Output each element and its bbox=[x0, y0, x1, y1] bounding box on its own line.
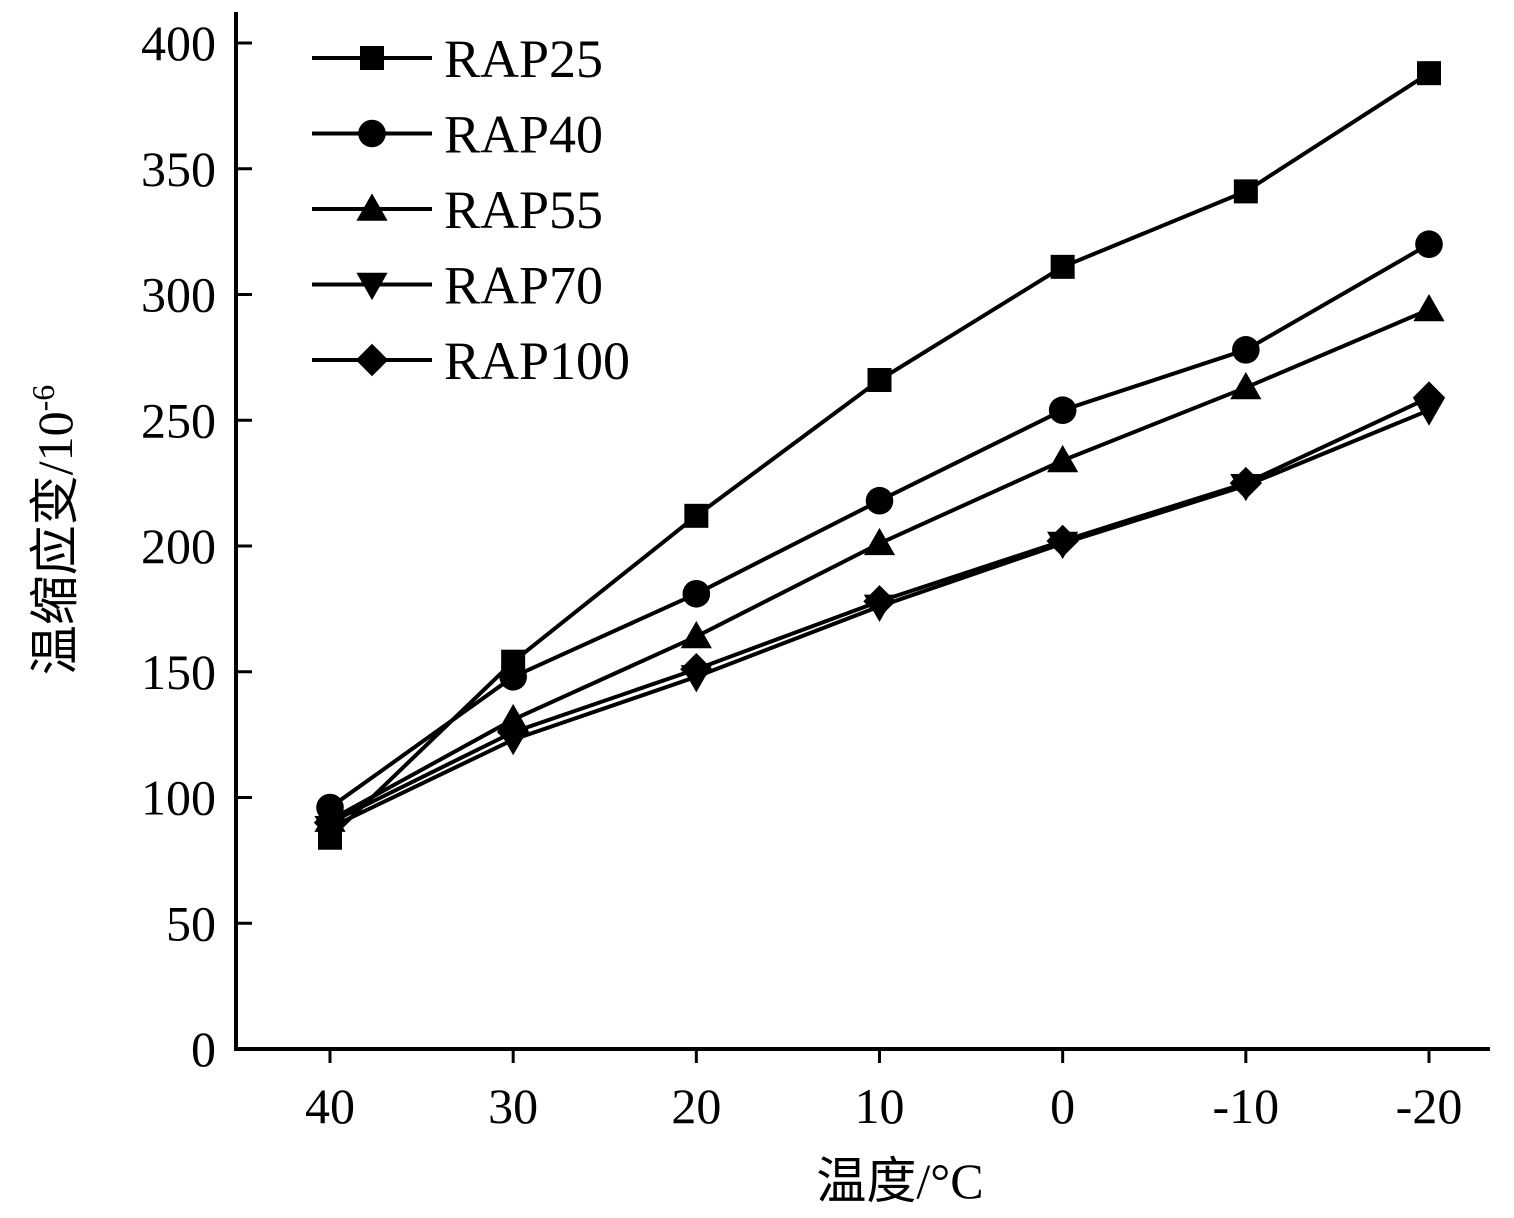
data-point-rap40 bbox=[865, 486, 894, 515]
y-tick-label: 200 bbox=[141, 518, 216, 574]
x-tick-label: -20 bbox=[1396, 1078, 1463, 1134]
legend-marker-rap100 bbox=[355, 343, 389, 377]
data-point-rap55 bbox=[680, 620, 712, 649]
data-point-rap25 bbox=[1417, 61, 1441, 86]
data-point-rap100 bbox=[496, 715, 530, 749]
data-point-rap100 bbox=[863, 585, 896, 618]
data-point-rap40 bbox=[682, 579, 711, 608]
legend-item-rap100: RAP100 bbox=[312, 331, 630, 391]
x-tick-label: 10 bbox=[855, 1078, 905, 1134]
data-point-rap40 bbox=[1048, 396, 1077, 424]
series-layer bbox=[313, 61, 1446, 850]
y-tick-label: 0 bbox=[191, 1021, 216, 1077]
data-point-rap55 bbox=[1413, 293, 1445, 322]
x-tick-label: 40 bbox=[305, 1078, 355, 1134]
x-tick-label: 0 bbox=[1050, 1078, 1075, 1134]
legend-label-rap25: RAP25 bbox=[444, 29, 603, 89]
y-tick-label: 50 bbox=[166, 895, 216, 951]
data-point-rap55 bbox=[1230, 371, 1262, 400]
data-point-rap55 bbox=[1047, 444, 1079, 473]
legend-marker-rap40 bbox=[358, 119, 386, 148]
x-tick-label: 30 bbox=[488, 1078, 538, 1134]
y-tick-label: 400 bbox=[141, 15, 216, 71]
y-axis-title-main: 温缩应变/10 bbox=[27, 411, 83, 675]
series-rap100 bbox=[313, 381, 1446, 839]
data-point-rap100 bbox=[1412, 381, 1446, 414]
legend-marker-rap70 bbox=[356, 272, 388, 301]
legend: RAP25 RAP40 RAP55 RAP70 RAP100 bbox=[312, 29, 630, 391]
data-point-rap25 bbox=[1233, 179, 1258, 204]
data-point-rap100 bbox=[680, 653, 713, 686]
x-tick-label: 20 bbox=[671, 1078, 721, 1134]
data-point-rap100 bbox=[1229, 466, 1263, 500]
data-point-rap25 bbox=[867, 368, 892, 393]
y-tick-label: 250 bbox=[141, 392, 216, 448]
series-line-rap40 bbox=[328, 242, 1430, 810]
legend-item-rap55: RAP55 bbox=[312, 180, 603, 240]
y-tick-label: 100 bbox=[141, 770, 216, 826]
y-axis-title-exponent: -6 bbox=[25, 385, 61, 412]
legend-item-rap70: RAP70 bbox=[312, 256, 603, 316]
data-point-rap55 bbox=[863, 527, 896, 556]
legend-marker-rap25 bbox=[360, 46, 384, 70]
x-axis-title: 温度/°C bbox=[816, 1153, 983, 1209]
data-point-rap25 bbox=[684, 503, 709, 528]
data-point-rap25 bbox=[1050, 254, 1075, 279]
y-tick-label: 350 bbox=[141, 141, 216, 197]
legend-label-rap70: RAP70 bbox=[444, 256, 603, 316]
series-rap70 bbox=[314, 398, 1445, 844]
legend-label-rap100: RAP100 bbox=[444, 331, 630, 391]
y-axis-title: 温缩应变/10-6 bbox=[25, 385, 83, 676]
legend-label-rap40: RAP40 bbox=[444, 105, 603, 165]
legend-label-rap55: RAP55 bbox=[444, 180, 603, 240]
x-tick-label: -10 bbox=[1213, 1078, 1280, 1134]
y-tick-label: 150 bbox=[141, 644, 216, 700]
y-tick-label: 300 bbox=[141, 267, 216, 323]
legend-marker-rap55 bbox=[356, 193, 388, 221]
data-point-rap40 bbox=[1232, 336, 1260, 364]
data-point-rap100 bbox=[1046, 524, 1079, 558]
legend-item-rap40: RAP40 bbox=[312, 105, 603, 165]
data-point-rap40 bbox=[499, 662, 527, 691]
data-point-rap40 bbox=[1415, 230, 1443, 258]
series-rap25 bbox=[318, 61, 1441, 850]
data-point-rap100 bbox=[313, 806, 347, 839]
legend-item-rap25: RAP25 bbox=[312, 29, 603, 89]
